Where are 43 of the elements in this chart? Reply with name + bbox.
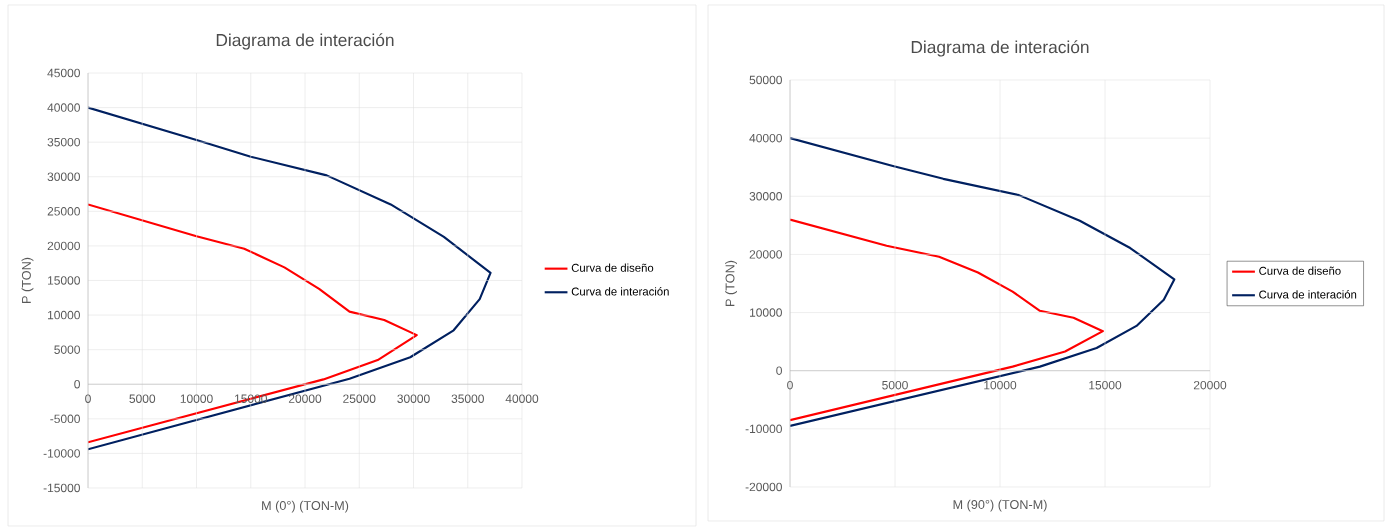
y-tick-label: 10000 bbox=[48, 310, 80, 320]
legend-label: Curva de diseño bbox=[1259, 266, 1341, 275]
legend-label: Curva de diseño bbox=[571, 263, 654, 272]
x-tick-label: 20000 bbox=[1193, 380, 1227, 390]
y-tick-label: 35000 bbox=[47, 137, 80, 147]
y-tick-label: -5000 bbox=[50, 414, 80, 424]
chart-title: Diagrama de interación bbox=[911, 40, 1089, 57]
x-axis-title: M (90°) (TON-M) bbox=[953, 499, 1047, 512]
x-tick-label: 0 bbox=[787, 380, 793, 390]
chart-title: Diagrama de interación bbox=[216, 33, 394, 50]
y-axis-title: P (TON) bbox=[725, 260, 737, 306]
y-tick-label: 15000 bbox=[48, 276, 80, 285]
y-tick-label: 45000 bbox=[47, 68, 80, 78]
x-tick-label: 30000 bbox=[397, 394, 430, 403]
y-tick-label: 0 bbox=[776, 366, 782, 375]
x-tick-label: 5000 bbox=[882, 380, 908, 390]
y-tick-label: 25000 bbox=[47, 207, 80, 216]
y-tick-label: 5000 bbox=[54, 345, 80, 354]
y-tick-label: -10000 bbox=[745, 424, 782, 434]
x-tick-label: 10000 bbox=[180, 394, 213, 403]
x-tick-label: 25000 bbox=[343, 394, 376, 403]
y-tick-label: 50000 bbox=[749, 75, 782, 85]
x-axis-title: M (0°) (TON-M) bbox=[262, 500, 349, 513]
x-tick-label: 15000 bbox=[1089, 380, 1122, 390]
y-tick-label: 30000 bbox=[749, 192, 782, 201]
y-tick-label: -15000 bbox=[43, 483, 80, 493]
y-tick-label: 10000 bbox=[750, 308, 782, 317]
x-tick-label: 10000 bbox=[984, 380, 1017, 390]
y-tick-label: -20000 bbox=[745, 482, 782, 492]
legend-label: Curva de interación bbox=[1259, 290, 1357, 299]
y-axis-title: P (TON) bbox=[21, 257, 34, 303]
x-tick-label: 35000 bbox=[451, 394, 484, 403]
y-tick-label: 40000 bbox=[47, 103, 80, 112]
x-tick-label: 20000 bbox=[288, 394, 322, 403]
legend-label: Curva de interación bbox=[571, 287, 669, 296]
x-tick-label: 5000 bbox=[129, 394, 156, 403]
y-tick-label: 20000 bbox=[47, 241, 80, 251]
y-tick-label: 20000 bbox=[749, 250, 782, 259]
y-tick-label: 40000 bbox=[749, 133, 782, 143]
y-tick-label: 30000 bbox=[47, 172, 80, 181]
x-tick-label: 40000 bbox=[505, 394, 539, 403]
x-tick-label: 0 bbox=[85, 394, 91, 403]
y-tick-label: -10000 bbox=[43, 449, 80, 458]
